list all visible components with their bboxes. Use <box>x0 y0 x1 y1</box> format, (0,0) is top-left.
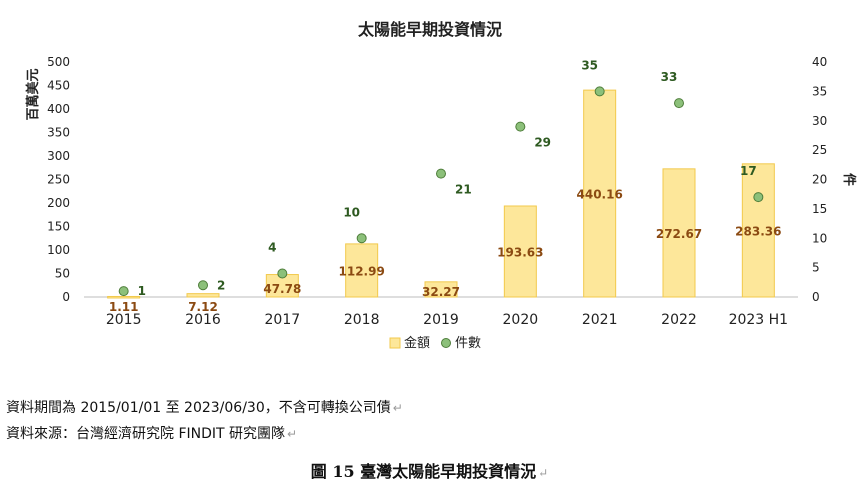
x-tick-label: 2022 <box>661 312 697 328</box>
y2-tick-label: 5 <box>812 261 820 275</box>
count-label: 10 <box>343 205 360 219</box>
x-tick-label: 2023 H1 <box>729 312 789 328</box>
x-tick-label: 2019 <box>423 312 459 328</box>
x-tick-label: 2015 <box>106 312 142 328</box>
bar-value-label: 440.16 <box>577 188 623 202</box>
bar-value-label: 193.63 <box>497 245 543 259</box>
y2-tick-label: 25 <box>812 143 827 157</box>
bar-value-label: 1.11 <box>109 300 139 314</box>
count-dot <box>674 98 684 109</box>
figure-caption: 圖 15 臺灣太陽能早期投資情況 ↵ <box>0 458 859 482</box>
bar-value-label: 272.67 <box>656 227 702 241</box>
bar <box>662 168 696 298</box>
bar <box>345 243 379 298</box>
x-tick-label: 2018 <box>344 312 380 328</box>
y-tick-label: 350 <box>47 126 70 140</box>
y-tick-label: 250 <box>47 173 70 187</box>
chart: 太陽能早期投資情況 050100150200250300350400450500… <box>25 20 857 351</box>
bar-value-label: 283.36 <box>735 224 781 238</box>
count-label: 2 <box>217 278 225 292</box>
data-source-text: 資料來源：台灣經濟研究院 FINDIT 研究團隊 <box>6 426 286 442</box>
legend: 金額 件數 <box>389 335 481 351</box>
y2-tick-label: 30 <box>812 114 827 128</box>
y2-tick-label: 15 <box>812 202 827 216</box>
return-mark: ↵ <box>392 401 403 415</box>
return-mark: ↵ <box>538 466 549 480</box>
y-axis-label: 百萬美元 <box>25 68 41 120</box>
count-dot <box>277 268 288 279</box>
x-tick-label: 2021 <box>582 312 618 328</box>
figure-caption-text: 圖 15 臺灣太陽能早期投資情況 <box>310 462 537 481</box>
bar <box>186 293 220 298</box>
y-tick-label: 100 <box>47 243 70 257</box>
chart-title: 太陽能早期投資情況 <box>357 20 502 39</box>
count-dot <box>198 280 208 291</box>
x-tick-label: 2017 <box>265 312 301 328</box>
data-period-text: 資料期間為 2015/01/01 至 2023/06/30，不含可轉換公司債 <box>6 400 391 416</box>
y2-tick-label: 10 <box>812 231 827 245</box>
bar <box>503 205 537 298</box>
count-dot <box>118 286 129 297</box>
count-dot <box>436 168 446 179</box>
legend-swatch-dot <box>441 338 451 348</box>
count-label: 1 <box>138 284 146 298</box>
data-period-note: 資料期間為 2015/01/01 至 2023/06/30，不含可轉換公司債 ↵ <box>6 397 403 417</box>
count-label: 21 <box>455 183 472 197</box>
return-mark: ↵ <box>287 427 298 441</box>
bar <box>741 163 775 298</box>
axes: 0 50 100 150 200 250 300 350 400 450 500 0 5 10 15 20 25… <box>25 55 857 328</box>
count-dot <box>515 121 526 132</box>
y-tick-label: 50 <box>55 267 70 281</box>
x-tick-label: 2016 <box>185 312 221 328</box>
legend-label: 金額 <box>404 335 430 351</box>
dots <box>118 86 764 297</box>
legend-label: 件數 <box>455 336 481 351</box>
bar <box>583 89 617 298</box>
count-label: 17 <box>740 164 757 178</box>
y-tick-label: 200 <box>47 196 70 210</box>
count-label: 33 <box>661 70 678 84</box>
bar-value-label: 47.78 <box>263 282 301 296</box>
count-label: 4 <box>268 241 276 255</box>
count-dot <box>594 86 605 97</box>
bar-value-label: 32.27 <box>422 285 460 299</box>
x-tick-label: 2020 <box>503 312 539 328</box>
bar <box>107 295 141 299</box>
y-tick-label: 150 <box>47 220 70 234</box>
count-label: 29 <box>534 136 551 150</box>
y2-tick-label: 0 <box>812 290 820 304</box>
data-source-note: 資料來源：台灣經濟研究院 FINDIT 研究團隊 ↵ <box>6 423 297 443</box>
y-tick-label: 500 <box>47 55 70 69</box>
count-dot <box>753 192 764 203</box>
y-tick-label: 400 <box>47 102 70 116</box>
count-dot <box>356 233 367 244</box>
y2-tick-label: 35 <box>812 84 827 98</box>
y2-tick-label: 20 <box>812 173 827 187</box>
y2-axis-label: 件 <box>841 173 857 186</box>
y-tick-label: 450 <box>47 79 70 93</box>
data-labels: 1.11 7.12 47.78 112.99 32.27 193.63 440.16 272.… <box>109 58 782 314</box>
bar <box>424 281 458 298</box>
bars <box>107 89 775 299</box>
y-tick-label: 300 <box>47 149 70 163</box>
legend-swatch-bar <box>389 337 401 349</box>
count-label: 35 <box>581 58 598 72</box>
y-tick-label: 0 <box>62 290 70 304</box>
y2-tick-label: 40 <box>812 55 827 69</box>
bar-value-label: 112.99 <box>339 264 385 278</box>
bar-value-label: 7.12 <box>188 300 218 314</box>
